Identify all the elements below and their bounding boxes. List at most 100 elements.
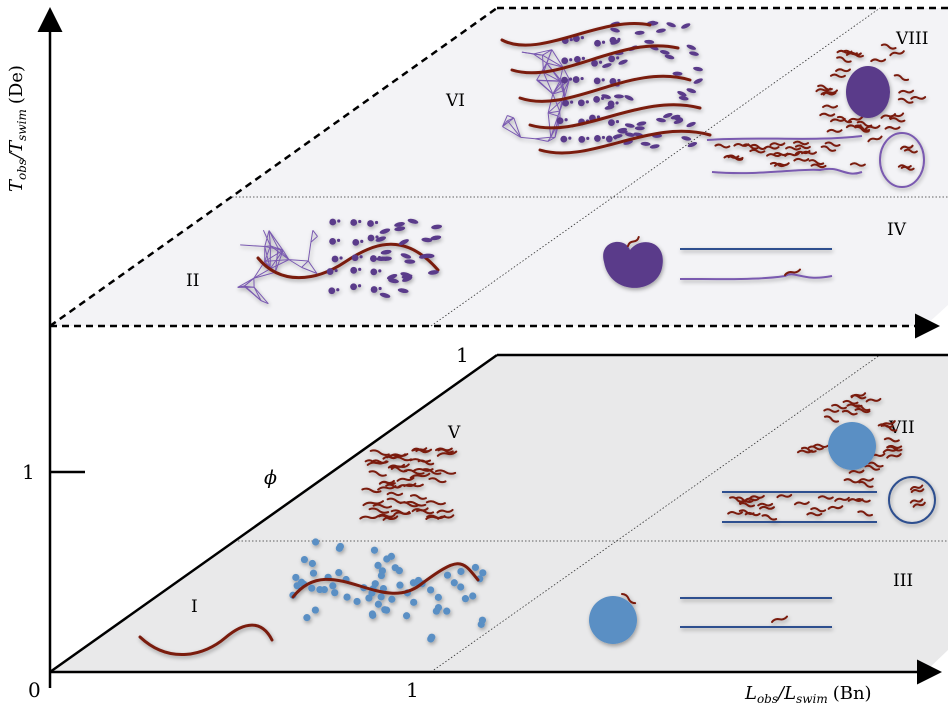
polymer-bead: [337, 219, 340, 222]
polymer-bead: [569, 58, 572, 61]
polymer-bead: [358, 268, 361, 271]
particle-dot: [457, 568, 464, 575]
micro-swimmer: [775, 163, 789, 166]
micro-swimmer: [380, 481, 394, 484]
polymer-bead: [557, 117, 564, 124]
polymer-ellipse: [635, 126, 645, 130]
particle-dot: [312, 538, 319, 545]
micro-swimmer: [867, 399, 881, 401]
polymer-bead: [574, 56, 581, 63]
regime-VII-label: VII: [888, 418, 915, 438]
polymer-bead: [581, 36, 584, 39]
particle-dot: [443, 608, 450, 615]
regime-V-label: V: [447, 423, 461, 443]
particle-dot: [479, 569, 486, 576]
origin-tick: 0: [28, 678, 41, 702]
particle-dot: [428, 634, 435, 641]
polymer-bead: [594, 135, 601, 142]
particle-dot: [335, 569, 342, 576]
particle-dot: [381, 606, 388, 613]
polymer-bead: [350, 219, 357, 226]
polymer-bead: [593, 96, 600, 103]
polymer-bead: [352, 254, 359, 261]
particle-dot: [403, 612, 410, 619]
polymer-bead: [336, 288, 339, 291]
x-tick-1: 1: [406, 678, 419, 702]
regime-II-label: II: [186, 271, 199, 291]
polymer-bead: [561, 57, 568, 64]
polymer-bead: [594, 40, 601, 47]
micro-swimmer: [850, 471, 864, 473]
micro-swimmer: [899, 91, 913, 93]
particle-dot: [451, 579, 458, 586]
particle-dot: [329, 582, 336, 589]
polymer-bead: [367, 220, 374, 227]
particle-dot: [316, 586, 323, 593]
polymer-bead: [616, 120, 619, 123]
polymer-bead: [329, 219, 336, 226]
particle-dot: [392, 564, 399, 571]
polymer-bead: [570, 38, 573, 41]
polymer-bead: [599, 61, 602, 64]
polymer-bead: [586, 100, 589, 103]
polymer-bead: [602, 136, 605, 139]
polymer-bead: [350, 267, 357, 274]
polymer-bead: [337, 239, 340, 242]
polymer-bead: [586, 137, 589, 140]
polymer-bead: [581, 77, 584, 80]
polymer-bead: [352, 239, 359, 246]
polymer-bead: [570, 101, 573, 104]
micro-swimmer: [829, 506, 843, 509]
polymer-bead: [564, 118, 567, 121]
particle-dot: [292, 574, 299, 581]
large-particle: [589, 596, 637, 644]
particle-dot: [410, 599, 417, 606]
regime-I-label: I: [191, 597, 198, 617]
micro-swimmer: [831, 119, 845, 121]
particle-dot: [343, 593, 350, 600]
polymer-bead: [339, 256, 342, 259]
particle-dot: [388, 553, 395, 560]
particle-dot: [301, 556, 308, 563]
particle-dot: [303, 614, 310, 621]
polymer-bead: [606, 136, 613, 143]
polymer-bead: [327, 268, 334, 275]
polymer-bead: [602, 41, 605, 44]
particle-dot: [378, 572, 385, 579]
polymer-bead: [359, 255, 362, 258]
particle-dot: [435, 594, 442, 601]
polymer-bead: [616, 56, 619, 59]
polymer-bead: [375, 221, 378, 224]
polymer-bead: [350, 283, 357, 290]
polymer-bead: [568, 137, 571, 140]
micro-swimmer: [912, 489, 924, 492]
particle-dot: [369, 610, 376, 617]
regime-III-label: III: [893, 571, 913, 591]
micro-swimmer: [777, 495, 791, 497]
micro-swimmer: [795, 502, 809, 504]
micro-swimmer: [859, 479, 873, 481]
polymer-bead: [328, 287, 335, 294]
micro-swimmer: [796, 151, 810, 154]
particle-dot: [309, 560, 316, 567]
particle-dot: [378, 593, 385, 600]
regime-IV-label: IV: [887, 220, 907, 240]
regime-VI-label: VI: [445, 91, 465, 111]
polymer-bead: [608, 119, 615, 126]
polymer-bead: [578, 136, 585, 143]
polymer-bead: [608, 55, 615, 62]
polymer-bead: [378, 269, 381, 272]
micro-swimmer: [901, 146, 913, 149]
polymer-bead: [378, 287, 381, 290]
y-tick-1: 1: [22, 460, 35, 484]
particle-dot: [353, 598, 360, 605]
polymer-bead: [617, 79, 620, 82]
soft-body-in-cluster: [846, 66, 890, 118]
particle-dot: [308, 585, 315, 592]
regime-VIII-label: VIII: [895, 29, 928, 49]
particle-dot: [312, 606, 319, 613]
micro-swimmer: [745, 498, 759, 500]
polymer-bead: [561, 77, 568, 84]
polymer-bead: [602, 78, 605, 81]
